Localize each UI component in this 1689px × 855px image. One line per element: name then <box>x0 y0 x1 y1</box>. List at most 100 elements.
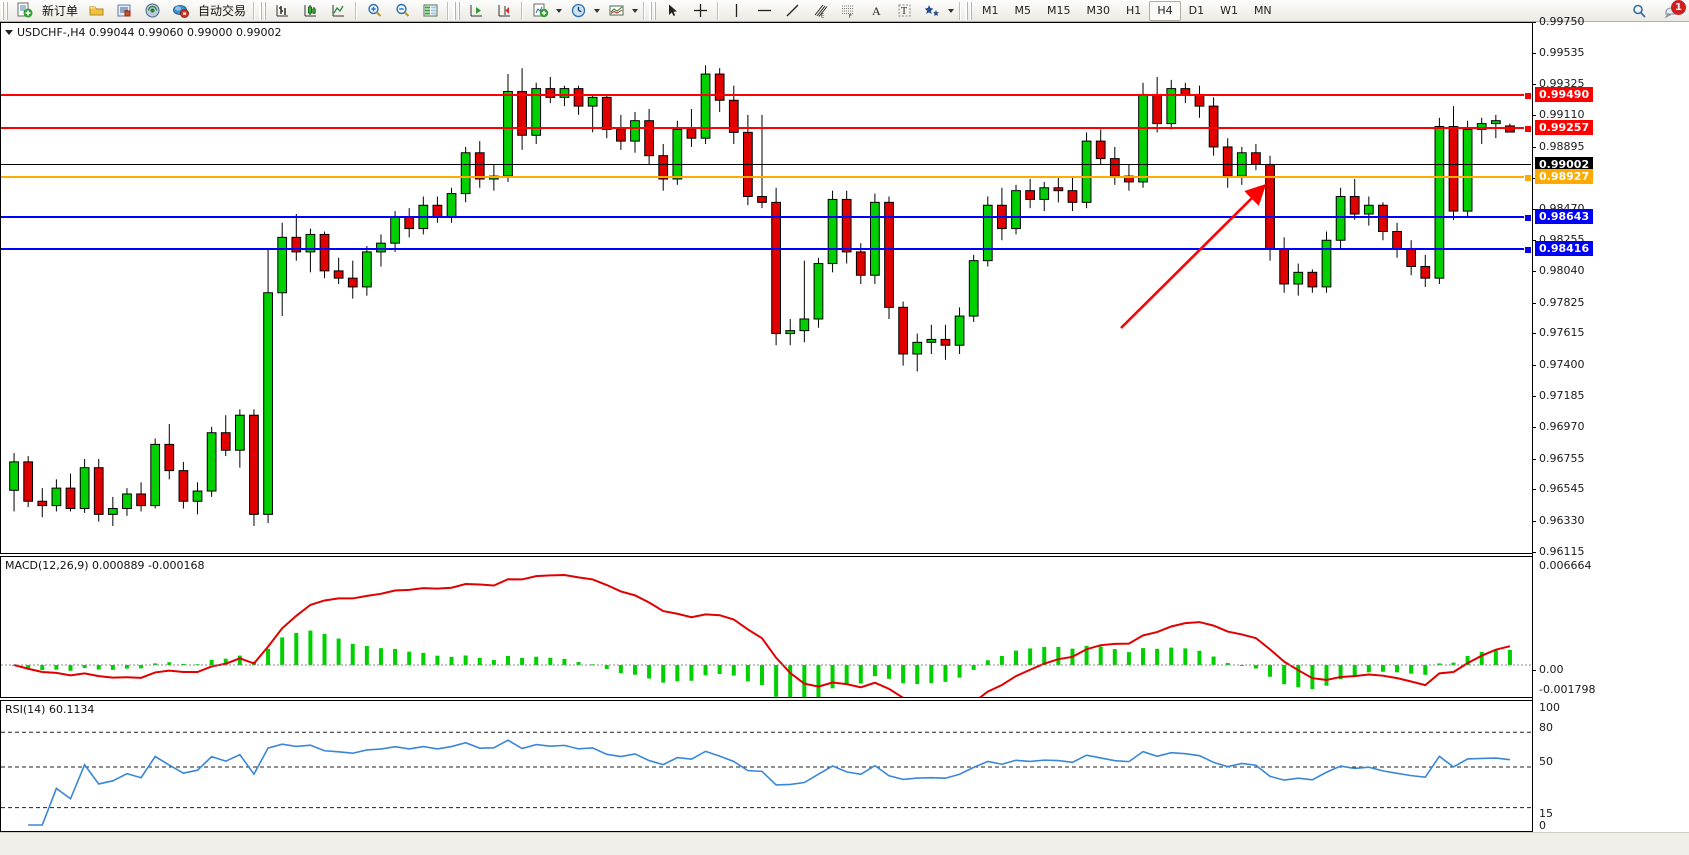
axis-label: 0.96545 <box>1539 482 1585 496</box>
toolbar-grip-3[interactable] <box>453 1 461 20</box>
macd-pane[interactable]: MACD(12,26,9) 0.000889 -0.000168 <box>0 556 1532 698</box>
macd-axis-label: 0.00 <box>1539 663 1564 676</box>
zoom-out-icon[interactable] <box>388 0 416 22</box>
vline-icon[interactable] <box>722 0 750 22</box>
toolbar-grip-2[interactable] <box>259 1 267 20</box>
auto-scroll-icon[interactable] <box>490 0 518 22</box>
macd-svg <box>1 573 1531 697</box>
objects-dropdown-icon[interactable] <box>948 8 955 13</box>
axis-label: 0.97615 <box>1539 326 1585 340</box>
main-toolbar[interactable]: 新订单 自动交易 <box>0 0 1689 22</box>
trendline-icon[interactable] <box>778 0 806 22</box>
axis-label: 0.97825 <box>1539 295 1585 309</box>
rsi-axis-label: 0 <box>1539 819 1546 832</box>
toolbar-grip-5[interactable] <box>965 1 973 20</box>
toolbar-grip[interactable] <box>1 1 8 20</box>
level-line-0.98927[interactable] <box>1 174 1532 182</box>
templates-dropdown-icon[interactable] <box>632 8 639 13</box>
zoom-in-icon[interactable] <box>360 0 388 22</box>
price-tag-0.98416[interactable]: 0.98416 <box>1535 241 1594 256</box>
timeframe-m30[interactable]: M30 <box>1086 4 1111 17</box>
rsi-axis-label: 100 <box>1539 701 1560 714</box>
alerts-icon[interactable]: 1 <box>1657 0 1686 22</box>
rsi-svg <box>1 731 1531 826</box>
macd-axis-label: 0.006664 <box>1539 559 1592 572</box>
svg-text:T: T <box>901 6 907 17</box>
axis-tick <box>1532 489 1536 491</box>
price-tag-0.99002[interactable]: 0.99002 <box>1535 157 1594 172</box>
equidistant-channel-icon[interactable]: E <box>806 0 834 22</box>
axis-tick <box>1532 520 1536 522</box>
price-axis[interactable]: 0.99750 0.99535 0.99325 0.99110 0.98895 0.986… <box>1532 16 1689 832</box>
indicators-dropdown-icon[interactable] <box>556 8 563 13</box>
level-handle[interactable] <box>1524 246 1532 254</box>
timeframe-group[interactable]: M1 M5 M15 M30 H1 H4 D1 W1 MN <box>974 0 1280 21</box>
toolbar-grip-4[interactable] <box>649 1 657 20</box>
level-handle[interactable] <box>1524 125 1532 133</box>
level-line-0.99002[interactable] <box>1 164 1531 165</box>
label-icon[interactable]: T <box>890 0 918 22</box>
signal-icon[interactable] <box>138 0 166 22</box>
timeframe-d1[interactable]: D1 <box>1188 4 1205 17</box>
new-order-icon[interactable] <box>10 0 38 22</box>
level-line-0.98643[interactable] <box>1 214 1532 222</box>
timeframe-h4[interactable]: H4 <box>1149 0 1181 21</box>
timeframe-m1[interactable]: M1 <box>982 4 999 17</box>
axis-vertical-line <box>1532 22 1533 832</box>
search-icon[interactable] <box>1625 0 1653 22</box>
cloud-icon[interactable] <box>166 0 194 22</box>
axis-tick <box>1532 83 1536 85</box>
templates-icon[interactable] <box>602 0 630 22</box>
axis-label: 0.99535 <box>1539 46 1585 60</box>
timeframe-mn[interactable]: MN <box>1253 4 1272 17</box>
news-icon[interactable] <box>110 0 138 22</box>
auto-trading-label[interactable]: 自动交易 <box>198 4 247 18</box>
chart-menu-icon[interactable] <box>5 30 13 35</box>
price-tag-0.98643[interactable]: 0.98643 <box>1535 209 1594 224</box>
axis-tick <box>1532 146 1536 148</box>
period-icon[interactable] <box>564 0 592 22</box>
period-dropdown-icon[interactable] <box>594 8 601 13</box>
axis-tick <box>1532 53 1536 55</box>
price-tag-0.98927[interactable]: 0.98927 <box>1535 169 1594 184</box>
line-chart-icon[interactable] <box>324 0 352 22</box>
bar-chart-icon[interactable] <box>268 0 296 22</box>
level-handle[interactable] <box>1524 174 1532 182</box>
cursor-icon[interactable] <box>658 0 686 22</box>
axis-label: 0.98040 <box>1539 264 1585 278</box>
timeframe-h1[interactable]: H1 <box>1126 4 1142 17</box>
timeframe-m15[interactable]: M15 <box>1047 4 1071 17</box>
timeframe-w1[interactable]: W1 <box>1220 4 1238 17</box>
rsi-pane[interactable]: RSI(14) 60.1134 <box>0 700 1532 832</box>
price-pane[interactable]: USDCHF-,H4 0.99044 0.99060 0.99000 0.990… <box>0 22 1532 554</box>
chart-shift-icon[interactable] <box>462 0 490 22</box>
svg-text:E: E <box>821 14 824 20</box>
fibonacci-icon[interactable]: F <box>834 0 862 22</box>
data-window-icon[interactable] <box>416 0 444 22</box>
axis-label: 0.97185 <box>1539 388 1585 402</box>
level-line-0.98416[interactable] <box>1 246 1532 254</box>
axis-tick <box>1532 208 1536 210</box>
level-handle[interactable] <box>1524 214 1532 222</box>
text-icon[interactable]: A <box>862 0 890 22</box>
price-tag-0.99257[interactable]: 0.99257 <box>1535 120 1594 135</box>
hline-icon[interactable] <box>750 0 778 22</box>
level-line-0.99257[interactable] <box>1 125 1532 133</box>
axis-tick <box>1532 395 1536 397</box>
rsi-header: RSI(14) 60.1134 <box>5 703 95 716</box>
objects-icon[interactable] <box>918 0 946 22</box>
timeframe-m5[interactable]: M5 <box>1014 4 1032 17</box>
toolbar-separator-5 <box>643 1 646 20</box>
candlestick-icon[interactable] <box>296 0 324 22</box>
level-line-0.99490[interactable] <box>1 92 1532 100</box>
chart-area[interactable]: USDCHF-,H4 0.99044 0.99060 0.99000 0.990… <box>0 16 1689 854</box>
new-order-label[interactable]: 新订单 <box>42 4 79 18</box>
price-tag-0.99490[interactable]: 0.99490 <box>1535 87 1594 102</box>
axis-tick <box>1532 333 1536 335</box>
crosshair-icon[interactable] <box>686 0 714 22</box>
indicators-icon[interactable] <box>526 0 554 22</box>
svg-text:F: F <box>849 14 852 19</box>
folder-icon[interactable] <box>82 0 110 22</box>
toolbar-right-group[interactable]: 1 <box>1625 0 1686 22</box>
level-handle[interactable] <box>1524 92 1532 100</box>
